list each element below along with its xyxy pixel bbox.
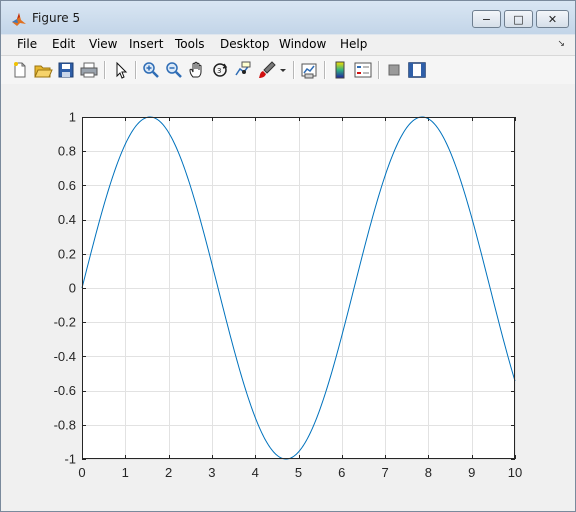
y-tick-label: -0.8 xyxy=(54,417,76,432)
close-icon: ✕ xyxy=(547,12,558,26)
x-tick-label: 9 xyxy=(468,465,475,480)
colorbar-icon[interactable] xyxy=(330,60,350,80)
menu-help[interactable]: Help xyxy=(340,37,368,51)
toolbar-separator xyxy=(135,61,137,79)
axes-box xyxy=(82,117,515,459)
x-tick-label: 6 xyxy=(338,465,345,480)
minimize-icon: − xyxy=(481,12,492,26)
x-tick-labels: 0 1 2 3 4 5 6 7 8 9 10 xyxy=(78,465,522,480)
new-figure-icon[interactable] xyxy=(10,60,30,80)
print-icon[interactable] xyxy=(79,60,99,80)
figure-toolbar: 3 xyxy=(1,55,575,85)
maximize-button[interactable]: □ xyxy=(504,10,533,28)
title-bar[interactable]: Figure 5 − □ ✕ xyxy=(1,1,575,34)
grid-lines xyxy=(82,117,516,460)
x-tick-label: 2 xyxy=(165,465,172,480)
minimize-button[interactable]: − xyxy=(472,10,501,28)
toolbar-separator xyxy=(324,61,326,79)
y-tick-label: -0.2 xyxy=(54,315,76,330)
toolbar-separator xyxy=(293,61,295,79)
toolbar-separator xyxy=(104,61,106,79)
x-tick-label: 1 xyxy=(122,465,129,480)
brush-icon[interactable] xyxy=(257,60,277,80)
y-tick-label: 0 xyxy=(69,281,76,296)
toolbar-separator xyxy=(378,61,380,79)
zoom-in-icon[interactable] xyxy=(141,60,161,80)
x-tick-label: 0 xyxy=(78,465,85,480)
hide-plot-tools-icon[interactable] xyxy=(384,60,404,80)
y-tick-label: 0.6 xyxy=(58,178,76,193)
y-tick-label: 0.8 xyxy=(58,144,76,159)
maximize-icon: □ xyxy=(513,12,524,26)
menu-bar: File Edit View Insert Tools Desktop Wind… xyxy=(1,34,575,55)
show-plot-tools-icon[interactable] xyxy=(407,60,427,80)
data-cursor-icon[interactable] xyxy=(233,60,253,80)
rotate-3d-icon[interactable]: 3 xyxy=(210,60,230,80)
y-tick-labels: -1 -0.8 -0.6 -0.4 -0.2 0 0.2 0.4 0.6 0.8 1 xyxy=(54,110,76,467)
y-tick-label: -0.6 xyxy=(54,383,76,398)
svg-text:3: 3 xyxy=(217,67,221,75)
figure-canvas: 0 1 2 3 4 5 6 7 8 9 10 -1 -0.8 -0.6 -0.4 -0.2 0 0.2 0.4 0.… xyxy=(1,84,575,511)
window-title: Figure 5 xyxy=(32,11,81,25)
menu-desktop[interactable]: Desktop xyxy=(220,37,270,51)
x-tick-label: 4 xyxy=(252,465,259,480)
dock-arrow-icon[interactable]: ↘ xyxy=(557,39,565,49)
pan-hand-icon[interactable] xyxy=(187,60,207,80)
x-tick-label: 3 xyxy=(208,465,215,480)
x-tick-label: 10 xyxy=(508,465,522,480)
y-tick-label: 1 xyxy=(69,110,76,125)
menu-edit[interactable]: Edit xyxy=(52,37,76,51)
menu-tools[interactable]: Tools xyxy=(175,37,205,51)
y-tick-label: 0.4 xyxy=(58,212,76,227)
menu-view[interactable]: View xyxy=(89,37,118,51)
y-tick-label: 0.2 xyxy=(58,246,76,261)
menu-file[interactable]: File xyxy=(17,37,38,51)
pointer-icon[interactable] xyxy=(111,60,131,80)
legend-icon[interactable] xyxy=(353,60,373,80)
plot-svg: 0 1 2 3 4 5 6 7 8 9 10 -1 -0.8 -0.6 -0.4 -0.2 0 0.2 0.4 0.… xyxy=(54,110,523,481)
menu-insert[interactable]: Insert xyxy=(129,37,164,51)
zoom-out-icon[interactable] xyxy=(164,60,184,80)
brush-dropdown-icon[interactable] xyxy=(278,60,288,80)
menu-window[interactable]: Window xyxy=(279,37,327,51)
close-button[interactable]: ✕ xyxy=(536,10,569,28)
y-tick-label: -1 xyxy=(64,452,76,467)
matlab-logo-icon xyxy=(11,11,27,27)
x-tick-label: 5 xyxy=(295,465,302,480)
link-plot-icon[interactable] xyxy=(299,60,319,80)
x-tick-label: 8 xyxy=(425,465,432,480)
y-tick-label: -0.4 xyxy=(54,349,76,364)
save-icon[interactable] xyxy=(56,60,76,80)
x-tick-label: 7 xyxy=(381,465,388,480)
open-file-icon[interactable] xyxy=(33,60,53,80)
